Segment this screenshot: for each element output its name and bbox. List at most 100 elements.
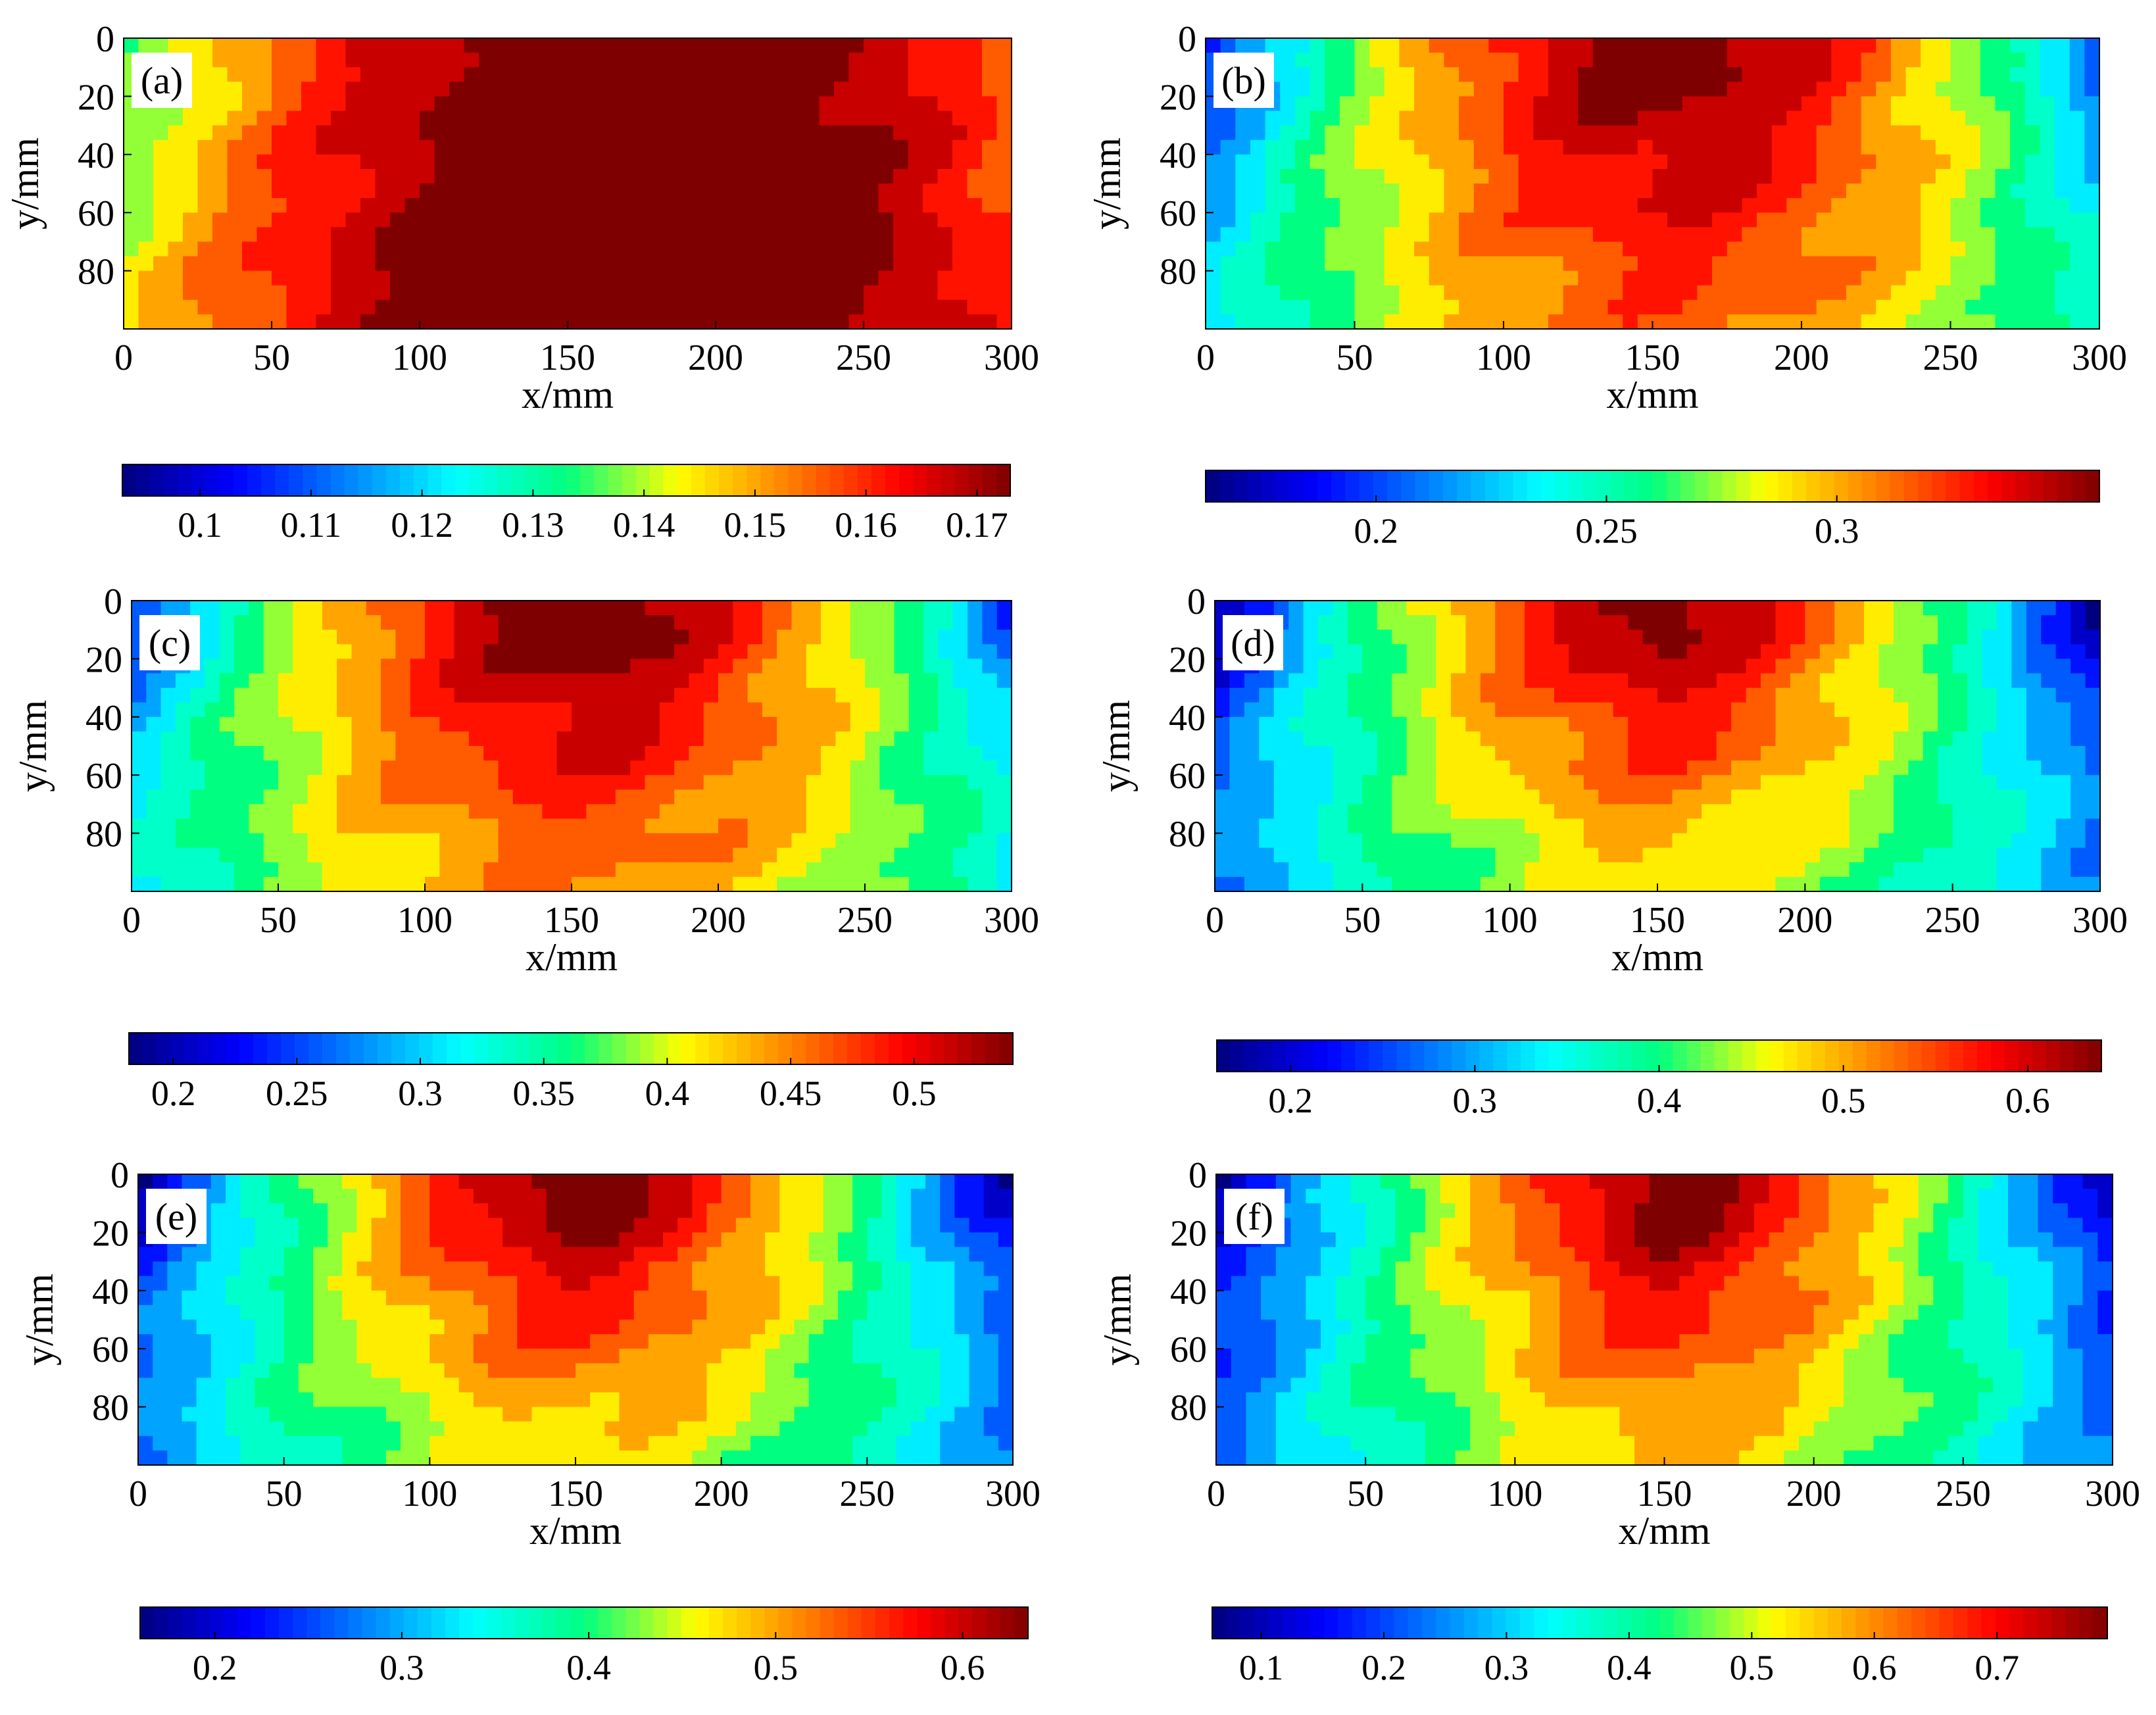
heatmap-cell: [1816, 82, 1832, 97]
heatmap-cell: [1938, 673, 1953, 689]
heatmap-cell: [1712, 38, 1728, 53]
heatmap-cell: [1667, 256, 1683, 272]
heatmap-cell: [630, 659, 646, 674]
colorbar-swatch: [1540, 470, 1556, 502]
heatmap-cell: [982, 299, 998, 315]
heatmap-cell: [1771, 168, 1787, 184]
heatmap-cell: [1657, 716, 1673, 732]
heatmap-cell: [454, 746, 470, 761]
heatmap-cell: [1288, 847, 1304, 863]
heatmap-cell: [439, 615, 455, 630]
heatmap-cell: [641, 314, 657, 330]
heatmap-cell: [1339, 154, 1356, 170]
heatmap-cell: [878, 227, 894, 242]
heatmap-cell: [420, 285, 435, 301]
heatmap-cell: [1727, 198, 1742, 213]
heatmap-cell: [542, 775, 558, 790]
heatmap-cell: [234, 615, 249, 630]
heatmap-cell: [1339, 227, 1356, 242]
heatmap-cell: [1339, 299, 1356, 315]
heatmap-cell: [1569, 687, 1584, 703]
heatmap-cell: [937, 67, 953, 82]
heatmap-cell: [1229, 775, 1245, 790]
heatmap-cell: [1952, 760, 1968, 776]
heatmap-cell: [263, 760, 279, 776]
heatmap-cell: [1637, 139, 1654, 155]
heatmap-cell: [1996, 659, 2012, 674]
heatmap-cell: [1846, 111, 1862, 126]
heatmap-cell: [730, 82, 746, 97]
heatmap-cell: [745, 227, 761, 242]
heatmap-cell: [390, 299, 406, 315]
heatmap-cell: [716, 270, 731, 286]
heatmap-cell: [674, 847, 689, 863]
colorbar-swatch: [413, 464, 428, 496]
heatmap-cell: [1657, 804, 1673, 820]
heatmap-cell: [1480, 716, 1496, 732]
heatmap-cell: [674, 833, 689, 849]
heatmap-cell: [1786, 299, 1802, 315]
heatmap-cell: [938, 833, 954, 849]
heatmap-cell: [360, 198, 376, 213]
heatmap-cell: [1583, 673, 1599, 689]
heatmap-cell: [375, 53, 391, 68]
heatmap-cell: [1362, 644, 1378, 659]
heatmap-cell: [219, 833, 235, 849]
heatmap-cell: [316, 285, 331, 301]
heatmap-cell: [791, 876, 807, 892]
heatmap-cell: [730, 198, 746, 213]
heatmap-cell: [908, 804, 924, 820]
heatmap-cell: [1816, 212, 1832, 228]
heatmap-cell: [542, 789, 558, 805]
heatmap-cell: [160, 716, 176, 732]
heatmap-cell: [479, 184, 495, 199]
heatmap-cell: [1702, 702, 1717, 718]
heatmap-cell: [908, 256, 923, 272]
heatmap-cell: [168, 38, 184, 53]
heatmap-cell: [1995, 139, 2011, 155]
heatmap-cell: [1548, 184, 1564, 199]
heatmap-cell: [923, 212, 939, 228]
heatmap-cell: [1339, 270, 1356, 286]
heatmap-cell: [1369, 139, 1385, 155]
heatmap-cell: [1834, 731, 1850, 747]
heatmap-cell: [1325, 139, 1340, 155]
heatmap-cell: [1265, 111, 1281, 126]
heatmap-cell: [1652, 53, 1668, 68]
heatmap-cell: [493, 285, 509, 301]
heatmap-cell: [1923, 716, 1938, 732]
heatmap-cell: [542, 847, 558, 863]
heatmap-cell: [1384, 285, 1400, 301]
heatmap-cell: [1697, 241, 1713, 257]
heatmap-cell: [205, 601, 220, 616]
heatmap-cell: [582, 314, 598, 330]
heatmap-cell: [597, 212, 613, 228]
heatmap-cell: [1265, 198, 1281, 213]
heatmap-cell: [464, 154, 479, 170]
heatmap-cell: [425, 644, 440, 659]
heatmap-cell: [1436, 702, 1452, 718]
heatmap-cell: [2026, 687, 2042, 703]
heatmap-cell: [1805, 702, 1821, 718]
heatmap-cell: [791, 746, 807, 761]
colorbar-swatch: [303, 464, 317, 496]
heatmap-cell: [483, 702, 499, 718]
heatmap-cell: [1354, 314, 1370, 330]
heatmap-cell: [775, 270, 791, 286]
heatmap-cell: [1444, 125, 1459, 141]
heatmap-cell: [1952, 644, 1968, 659]
heatmap-cell: [1652, 184, 1668, 199]
heatmap-cell: [1288, 659, 1304, 674]
heatmap-cell: [674, 630, 689, 645]
heatmap-cell: [612, 38, 627, 53]
heatmap-cell: [1607, 96, 1623, 112]
heatmap-cell: [278, 716, 293, 732]
heatmap-cell: [878, 314, 894, 330]
heatmap-cell: [1995, 53, 2011, 68]
heatmap-cell: [234, 746, 249, 761]
heatmap-cell: [146, 833, 162, 849]
heatmap-cell: [153, 270, 169, 286]
heatmap-cell: [674, 818, 689, 834]
x-tick-label: 200: [688, 337, 743, 378]
heatmap-cell: [1697, 125, 1713, 141]
